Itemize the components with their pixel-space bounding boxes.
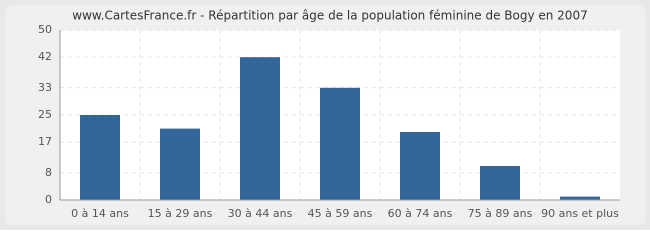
x-tick-label: 60 à 74 ans xyxy=(388,207,453,220)
bar xyxy=(560,196,600,200)
x-tick-label: 90 ans et plus xyxy=(541,207,619,220)
chart-title: www.CartesFrance.fr - Répartition par âg… xyxy=(72,9,587,23)
bar xyxy=(320,87,360,200)
bar xyxy=(480,166,520,200)
bar xyxy=(240,57,280,201)
y-tick-label: 0 xyxy=(45,193,52,206)
x-tick-label: 75 à 89 ans xyxy=(468,207,533,220)
bar xyxy=(80,115,120,200)
bar xyxy=(160,128,200,200)
y-tick-label: 42 xyxy=(38,50,52,63)
y-tick-label: 8 xyxy=(45,166,52,179)
x-tick-label: 30 à 44 ans xyxy=(228,207,293,220)
chart: www.CartesFrance.fr - Répartition par âg… xyxy=(0,0,650,230)
y-tick-label: 17 xyxy=(38,135,52,148)
y-tick-label: 33 xyxy=(38,81,52,94)
bar xyxy=(400,132,440,200)
x-tick-label: 45 à 59 ans xyxy=(308,207,373,220)
y-tick-label: 50 xyxy=(38,23,52,36)
x-tick-label: 0 à 14 ans xyxy=(71,207,129,220)
y-tick-label: 25 xyxy=(38,108,52,121)
x-tick-label: 15 à 29 ans xyxy=(148,207,213,220)
